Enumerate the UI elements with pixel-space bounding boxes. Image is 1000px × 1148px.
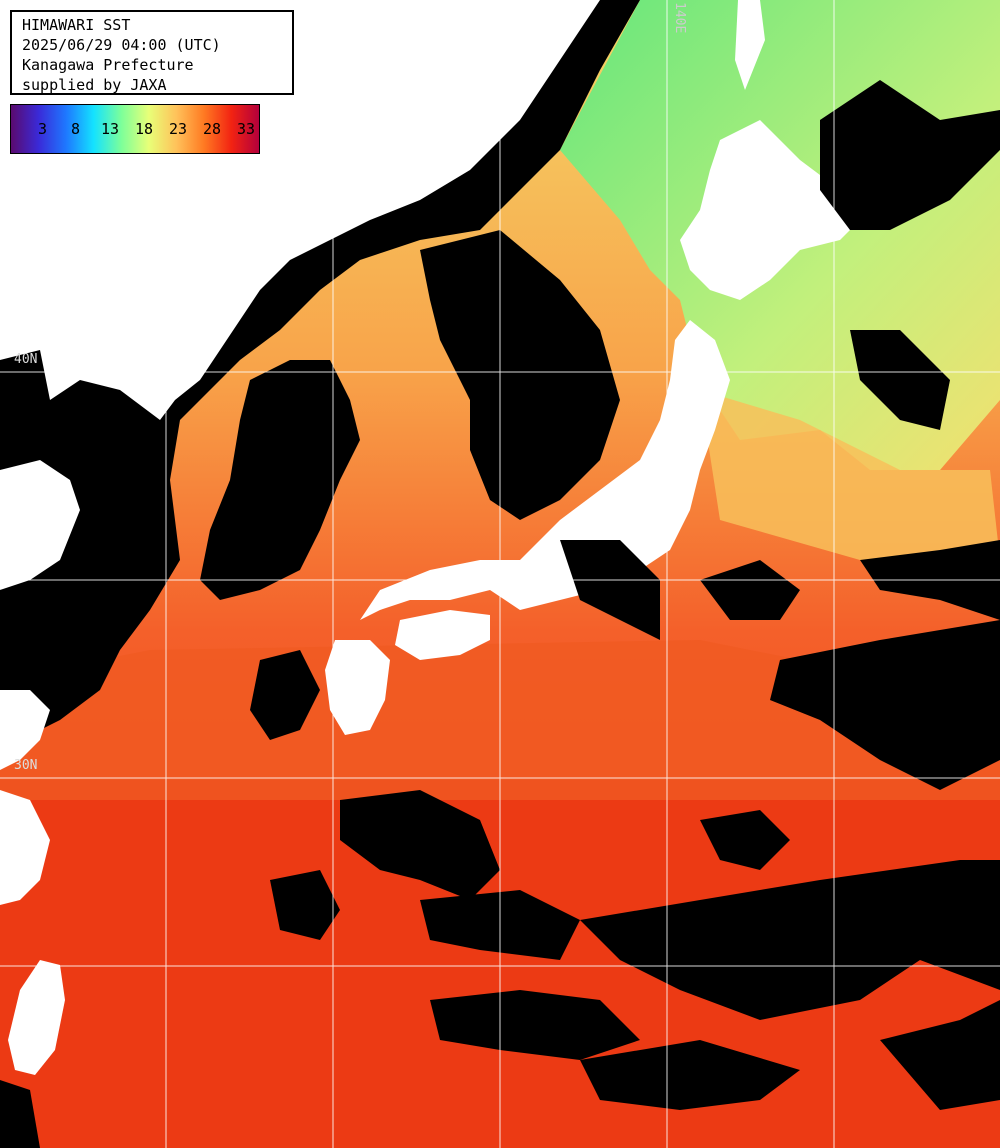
fujian-coast (0, 790, 50, 905)
hokkaido (680, 120, 860, 300)
legend-label: 8 (71, 120, 81, 138)
legend-label: 3 (38, 120, 48, 138)
kyushu (325, 640, 390, 735)
map-title: HIMAWARI SST (22, 16, 131, 34)
legend-labels: 3 8 13 18 23 28 33 (11, 105, 259, 153)
cool-sea-pacific (700, 390, 1000, 560)
shikoku (395, 610, 490, 660)
color-legend: 3 8 13 18 23 28 33 (10, 104, 260, 154)
map-region: Kanagawa Prefecture (22, 56, 194, 74)
legend-label: 28 (203, 120, 222, 138)
lon-label-140e: 140E (672, 2, 687, 34)
legend-label: 13 (101, 120, 120, 138)
yangtze-delta (0, 690, 50, 770)
lat-label-30n: 30N (14, 758, 38, 773)
north-china-plain (0, 460, 80, 590)
legend-label: 33 (237, 120, 256, 138)
sakhalin (735, 0, 765, 90)
korean-peninsula (200, 360, 360, 600)
honshu (360, 320, 730, 620)
legend-label: 18 (135, 120, 154, 138)
map-supplier: supplied by JAXA (22, 76, 167, 94)
legend-color-bar (11, 105, 259, 153)
east-china-coast-cloud (0, 560, 130, 690)
map-datetime: 2025/06/29 04:00 (UTC) (22, 36, 221, 54)
taiwan (8, 960, 65, 1075)
legend-label: 23 (169, 120, 188, 138)
info-box: HIMAWARI SST 2025/06/29 04:00 (UTC) Kana… (10, 10, 294, 95)
lat-label-40n: 40N (14, 352, 38, 367)
